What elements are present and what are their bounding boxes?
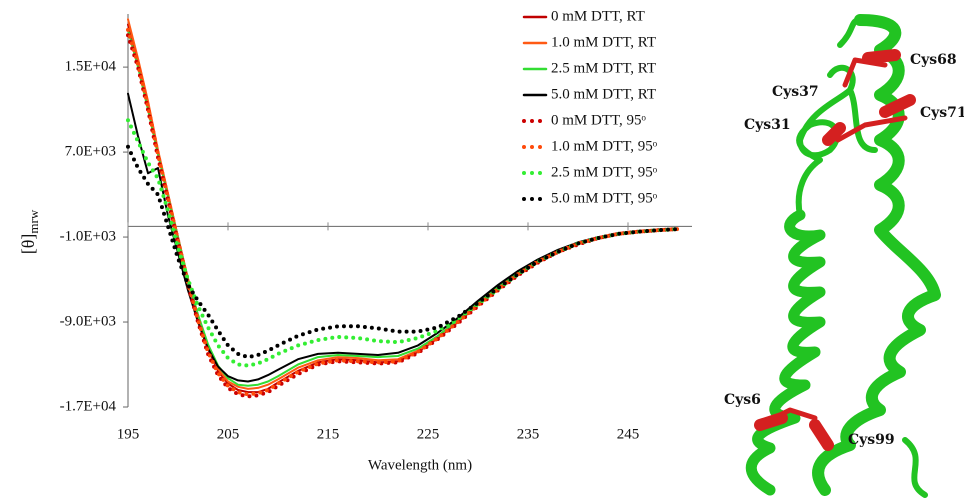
series-line xyxy=(128,30,678,386)
figure: Cys68 Cys37 Cys71 Cys31 Cys6 Cys99 Wavel… xyxy=(0,0,964,498)
structure-label: Cys6 xyxy=(724,392,761,408)
y-axis-label-sub: mrw xyxy=(26,209,41,233)
y-axis-label: [θ]mrw xyxy=(18,209,41,254)
structure-label: Cys37 xyxy=(772,84,819,100)
x-tick-label: 215 xyxy=(317,426,340,442)
helix-right xyxy=(818,20,935,490)
legend-label: 2.5 mM DTT, RT xyxy=(551,60,656,76)
legend-label: 5.0 mM DTT, 95ᵒ xyxy=(551,190,658,206)
helix-left xyxy=(751,215,820,490)
y-tick-label: -1.7E+04 xyxy=(60,398,117,414)
y-axis-label-main: [θ] xyxy=(18,234,38,255)
series-line xyxy=(128,25,678,393)
structure-label: Cys71 xyxy=(920,105,964,121)
y-tick-label: -1.0E+03 xyxy=(60,228,116,244)
legend-label: 0 mM DTT, RT xyxy=(551,8,645,24)
x-axis-label: Wavelength (nm) xyxy=(368,457,472,473)
y-tick-label: 1.5E+04 xyxy=(65,59,117,75)
x-tick-label: 245 xyxy=(617,426,640,442)
structure-label: Cys31 xyxy=(744,117,791,133)
y-tick-label: -9.0E+03 xyxy=(60,313,116,329)
x-tick-label: 235 xyxy=(517,426,540,442)
legend-label: 2.5 mM DTT, 95ᵒ xyxy=(551,164,658,180)
series-line xyxy=(128,30,678,394)
legend-label: 0 mM DTT, 95ᵒ xyxy=(551,112,647,128)
x-tick-label: 195 xyxy=(117,426,140,442)
structure-label: Cys99 xyxy=(848,432,895,448)
structure-label: Cys68 xyxy=(910,52,957,68)
series-line xyxy=(128,120,678,365)
x-tick-label: 225 xyxy=(417,426,440,442)
legend-label: 1.0 mM DTT, 95ᵒ xyxy=(551,138,658,154)
legend-label: 1.0 mM DTT, RT xyxy=(551,34,656,50)
legend-label: 5.0 mM DTT, RT xyxy=(551,86,656,102)
x-tick-label: 205 xyxy=(217,426,240,442)
y-tick-label: 7.0E+03 xyxy=(65,144,116,160)
